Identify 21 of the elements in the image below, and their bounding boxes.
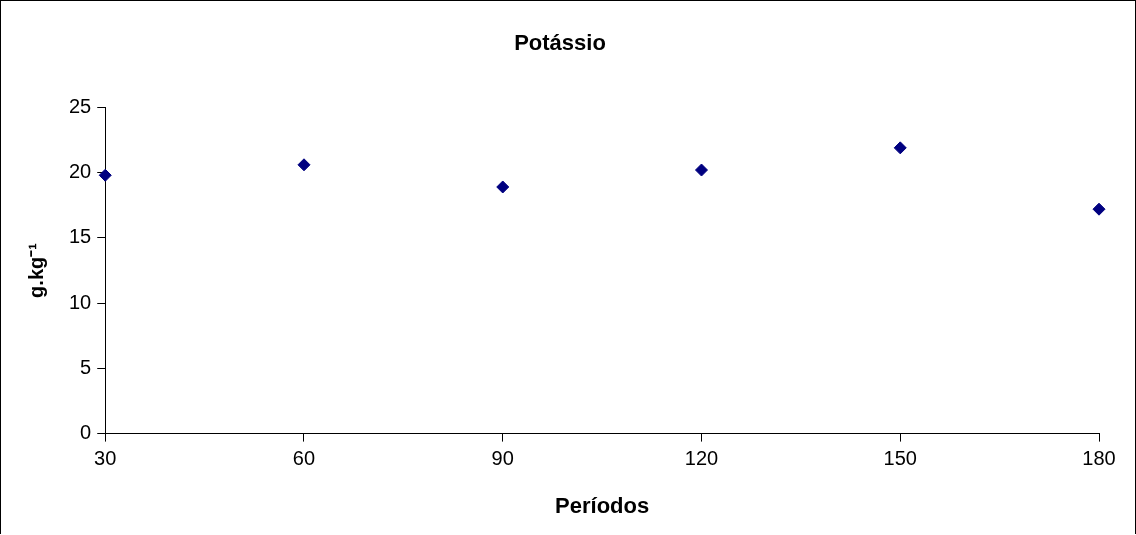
- y-tick-label: 5: [80, 355, 92, 378]
- y-axis-title: g.kg⁻¹: [24, 242, 47, 298]
- x-axis-title: Períodos: [555, 492, 650, 518]
- point: [496, 180, 510, 194]
- point: [893, 141, 907, 155]
- y-tick-label: 10: [69, 290, 92, 313]
- point: [1092, 202, 1106, 216]
- x-tick-label: 60: [292, 447, 316, 470]
- point: [98, 168, 112, 182]
- x-tick-label: 90: [491, 447, 514, 470]
- x-tick-label: 120: [684, 447, 719, 470]
- x-tick-label: 150: [883, 447, 917, 470]
- x-tick-label: 180: [1082, 447, 1116, 470]
- y-tick-label: 0: [80, 421, 92, 444]
- y-tick-label: 15: [69, 225, 92, 248]
- x-tick-label: 30: [94, 447, 117, 470]
- y-tick-label: 25: [69, 94, 92, 117]
- chart-title: Potássio: [514, 30, 606, 56]
- y-tick-label: 20: [69, 160, 92, 183]
- point: [695, 163, 708, 177]
- point: [297, 158, 311, 172]
